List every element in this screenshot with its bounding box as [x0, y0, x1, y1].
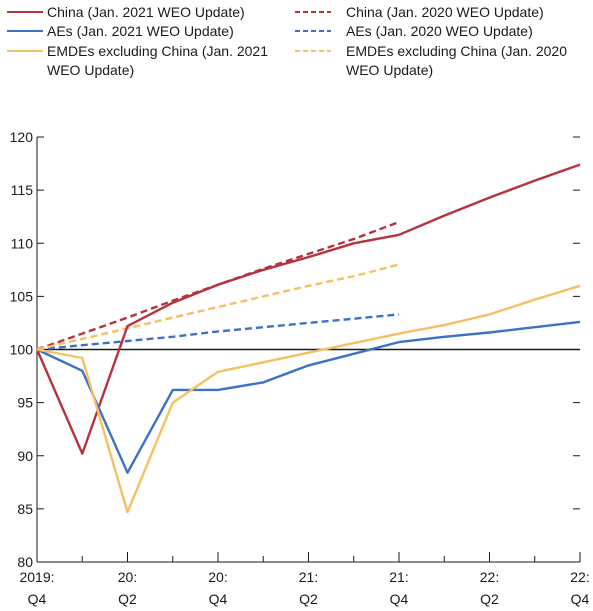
series-line-emdes-excluding-china-jan-2021-weo-update — [36, 284, 581, 514]
chart-axes: 80 85 90 95 100 105 110 115 120 2019: Q4 20: Q2 20: Q4… — [10, 129, 590, 607]
legend-item-china-jan-2021-weo-update: China (Jan. 2021 WEO Update) — [7, 4, 245, 20]
y-tick-label: 120 — [10, 129, 34, 145]
x-tick-label-year: 21: — [299, 569, 318, 585]
legend-label: WEO Update) — [47, 62, 134, 78]
legend-label: AEs (Jan. 2020 WEO Update) — [346, 23, 533, 39]
y-tick-label: 90 — [17, 448, 33, 464]
y-tick-label: 95 — [17, 395, 33, 411]
y-tick-label: 100 — [10, 342, 34, 358]
x-tick-label-year: 22: — [480, 569, 499, 585]
legend-label: China (Jan. 2020 WEO Update) — [346, 4, 544, 20]
legend-item-aes-jan-2021-weo-update: AEs (Jan. 2021 WEO Update) — [7, 23, 234, 39]
y-tick-label: 115 — [11, 182, 34, 198]
legend-label: EMDEs excluding China (Jan. 2021 — [47, 43, 268, 59]
legend-item-china-jan-2020-weo-update: China (Jan. 2020 WEO Update) — [295, 4, 544, 20]
series-line-aes-jan-2021-weo-update — [36, 320, 581, 474]
chart-series — [35, 163, 581, 514]
x-tick-label-quarter: Q4 — [390, 591, 409, 607]
x-tick-label-year: 21: — [389, 569, 408, 585]
x-tick-label-quarter: Q4 — [571, 591, 590, 607]
legend-label: AEs (Jan. 2021 WEO Update) — [47, 23, 234, 39]
series-line-emdes-excluding-china-jan-2020-weo-update — [36, 263, 400, 351]
x-tick-label-year: 20: — [208, 569, 227, 585]
legend-label: China (Jan. 2021 WEO Update) — [47, 4, 245, 20]
x-tick-label-quarter: Q4 — [28, 591, 47, 607]
chart-legend: China (Jan. 2021 WEO Update) AEs (Jan. 20… — [7, 4, 567, 78]
x-tick-label-quarter: Q2 — [299, 591, 318, 607]
y-tick-label: 80 — [17, 554, 33, 570]
x-tick-label-quarter: Q2 — [118, 591, 137, 607]
legend-item-emdes-excluding-china-jan-2021-weo-update: EMDEs excluding China (Jan. 2021 WEO Upda… — [7, 43, 268, 78]
x-tick-label-year: 20: — [118, 569, 137, 585]
series-line-aes-jan-2020-weo-update — [36, 313, 400, 351]
legend-label: WEO Update) — [346, 62, 433, 78]
legend-item-emdes-excluding-china-jan-2020-weo-update: EMDEs excluding China (Jan. 2020 WEO Upda… — [295, 43, 567, 78]
series-line-china-jan-2021-weo-update — [35, 163, 581, 455]
x-tick-label-year: 2019: — [19, 569, 54, 585]
y-tick-label: 110 — [11, 235, 34, 251]
x-tick-label-quarter: Q4 — [209, 591, 228, 607]
legend-item-aes-jan-2020-weo-update: AEs (Jan. 2020 WEO Update) — [295, 23, 533, 39]
y-tick-label: 85 — [17, 501, 33, 517]
x-tick-label-quarter: Q2 — [480, 591, 499, 607]
legend-label: EMDEs excluding China (Jan. 2020 — [346, 43, 567, 59]
x-tick-label-year: 22: — [570, 569, 589, 585]
y-tick-label: 105 — [10, 288, 34, 304]
